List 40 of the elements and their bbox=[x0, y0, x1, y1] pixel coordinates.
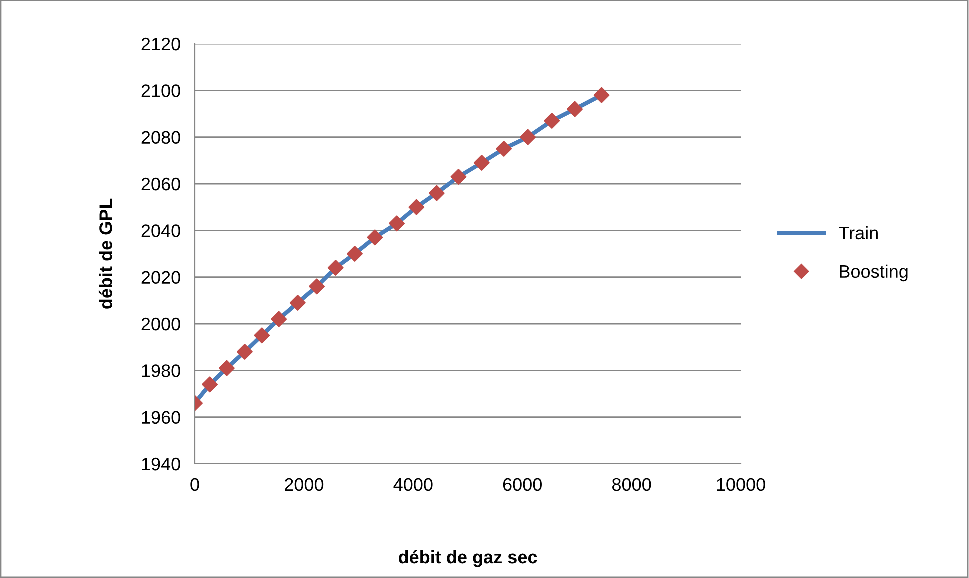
y-tick-label: 2080 bbox=[142, 131, 180, 144]
point bbox=[218, 360, 235, 376]
point bbox=[290, 295, 306, 311]
y-axis-title: débit de GPL bbox=[98, 198, 112, 309]
point bbox=[309, 278, 326, 295]
y-tick-label: 2020 bbox=[142, 271, 180, 284]
point bbox=[271, 311, 288, 328]
point bbox=[367, 230, 384, 246]
legend-label: Train bbox=[839, 226, 878, 240]
point bbox=[496, 141, 512, 157]
y-tick-label: 1940 bbox=[142, 458, 180, 471]
point bbox=[474, 155, 490, 171]
point bbox=[544, 113, 560, 129]
point bbox=[328, 260, 344, 276]
y-tick-label: 2060 bbox=[142, 178, 180, 191]
point bbox=[450, 169, 467, 185]
point bbox=[428, 185, 445, 202]
x-tick-label: 2000 bbox=[285, 478, 324, 492]
point bbox=[567, 101, 583, 118]
x-tick-label: 10000 bbox=[717, 478, 766, 492]
point bbox=[254, 328, 270, 344]
y-tick-label: 2000 bbox=[142, 318, 180, 331]
x-tick-label: 8000 bbox=[612, 478, 652, 492]
y-tick-label: 1960 bbox=[142, 411, 180, 424]
x-axis-title: débit de gaz sec bbox=[399, 550, 538, 568]
y-tick-label: 2100 bbox=[142, 84, 180, 98]
point bbox=[347, 246, 363, 262]
point bbox=[594, 87, 610, 104]
point bbox=[236, 344, 253, 360]
x-tick-label: 4000 bbox=[394, 478, 433, 492]
point bbox=[389, 216, 405, 232]
legend-label: Boosting bbox=[840, 264, 908, 282]
y-tick-label: 2120 bbox=[142, 38, 180, 51]
point bbox=[202, 376, 218, 393]
y-tick-label: 2040 bbox=[142, 224, 180, 238]
x-tick-label: 0 bbox=[190, 478, 200, 492]
y-tick-label: 1980 bbox=[142, 364, 180, 378]
x-tick-label: 6000 bbox=[503, 478, 542, 492]
point bbox=[408, 199, 425, 216]
point bbox=[520, 129, 536, 146]
